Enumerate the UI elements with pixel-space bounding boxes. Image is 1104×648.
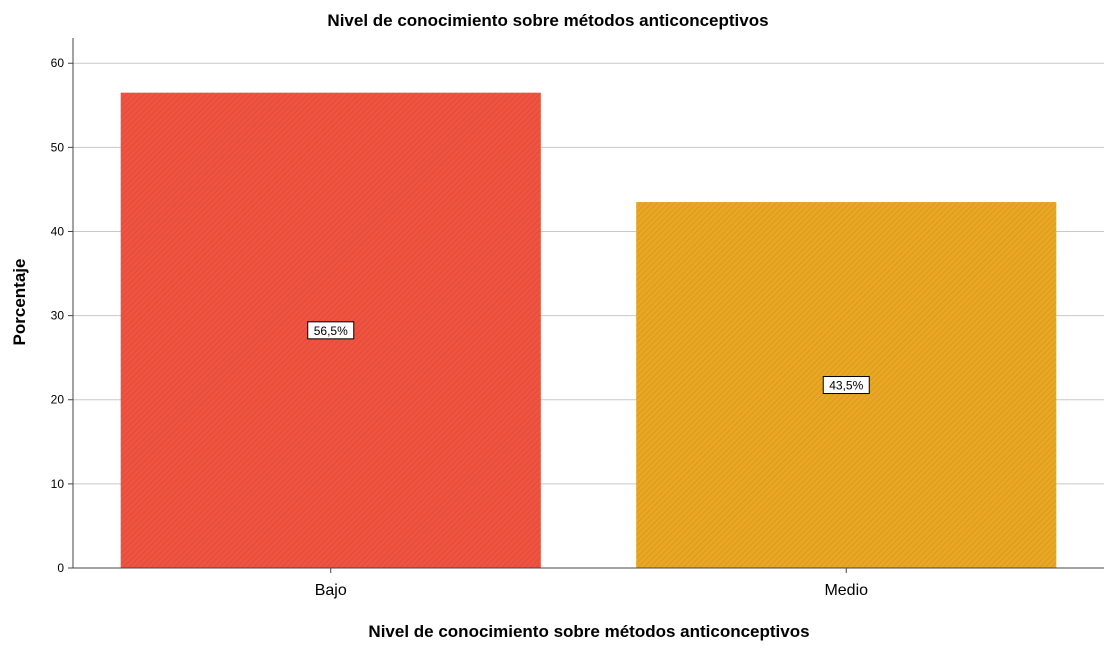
data-label-text: 56,5% [314,324,348,338]
x-tick-label: Bajo [315,582,347,599]
y-tick-label: 10 [51,477,65,491]
data-label-text: 43,5% [829,379,863,393]
y-axis-title: Porcentaje [10,259,29,346]
axes [72,38,1104,569]
x-axis-title: Nivel de conocimiento sobre métodos anti… [368,622,809,641]
data-label-box [822,376,870,395]
bar-bajo [120,92,541,568]
bars [120,92,1057,569]
y-tick-label: 50 [51,140,65,154]
y-tick-label: 20 [51,393,65,407]
chart-title: Nivel de conocimiento sobre métodos anti… [327,11,768,30]
y-tick-label: 0 [57,561,64,575]
y-tick-label: 30 [51,309,65,323]
data-label-box [307,321,355,340]
data-label: 43,5% [822,376,870,395]
data-label: 56,5% [307,321,355,340]
x-tick-label: Medio [824,582,868,599]
y-tick-label: 40 [51,224,65,238]
x-ticks: Bajo Medio [315,568,868,599]
data-labels: 56,5% 43,5% [307,321,870,395]
y-ticks: 0 10 20 30 40 50 60 [51,56,73,575]
y-tick-label: 60 [51,56,65,70]
